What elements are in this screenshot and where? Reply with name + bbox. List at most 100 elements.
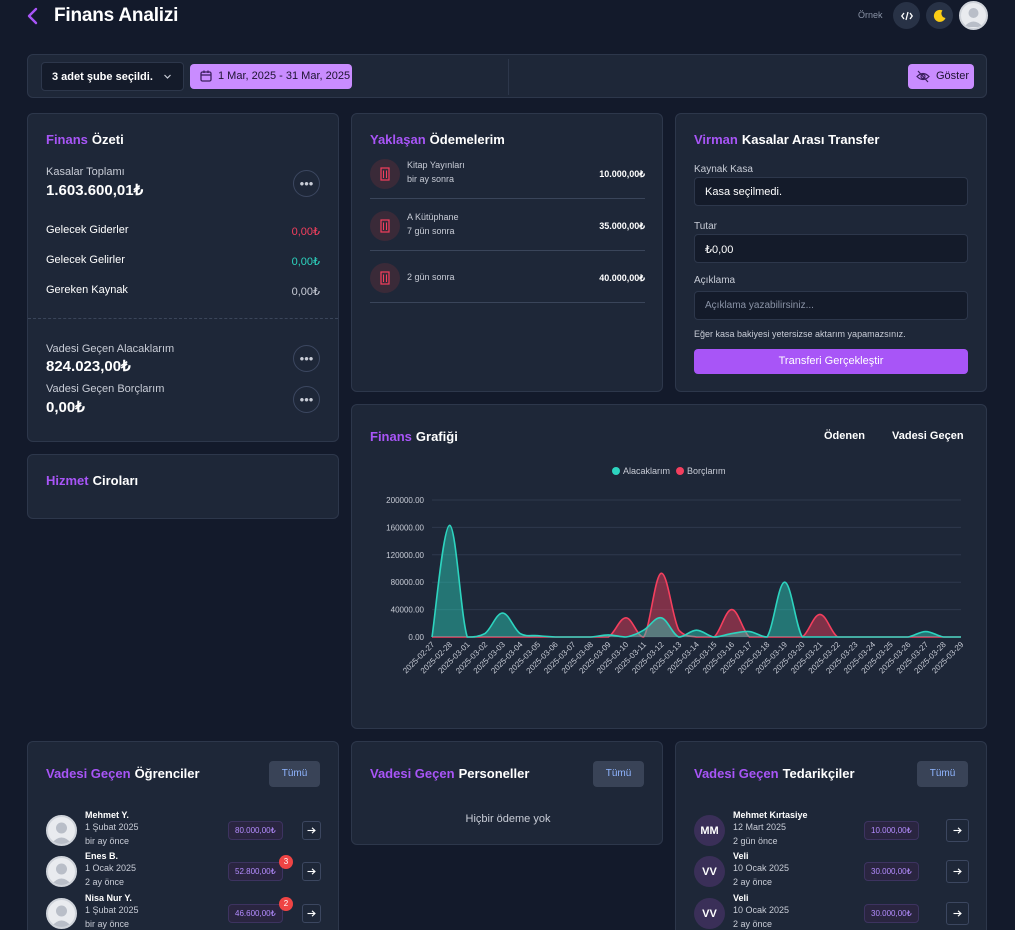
list-item: Mehmet Y. 1 Şubat 2025 bir ay önce 80.00… [46,810,321,852]
arrow-right-icon [953,868,962,875]
go-button[interactable] [302,904,321,923]
future-income-value: 0,00₺ [291,256,320,268]
finance-chart-card: Finans Grafiği Ödenen Vadesi Geçen 0.00 40… [351,404,987,729]
source-cash-select[interactable]: Kasa seçilmedi. [694,177,968,206]
description-textarea[interactable]: Açıklama yazabilirsiniz... [694,291,968,320]
list-item: VV Veli 10 Ocak 2025 2 ay önce 30.000,00… [694,893,969,930]
overdue-debts-label: Vadesi Geçen Borçlarım [46,383,165,395]
view-all-button[interactable]: Tümü [917,761,968,787]
title-highlight: Vadesi Geçen [46,766,131,781]
service-revenue-card: Hizmet Ciroları [27,454,339,519]
amount-badge: 46.600,00₺ [228,904,283,923]
title-highlight: Finans [370,429,412,444]
title-text: Ciroları [92,473,139,488]
future-expenses-value: 0,00₺ [291,226,320,238]
payment-row[interactable]: A Kütüphane 7 gün sonra 35.000,00₺ [370,199,645,251]
title-text: Öğrenciler [134,766,200,781]
card-title: Vadesi Geçen Tedarikçiler [694,766,855,781]
card-title: Yaklaşan Ödemelerim [370,132,505,147]
go-button[interactable] [302,821,321,840]
legend-label: Alacaklarım [623,466,670,476]
title-highlight: Yaklaşan [370,132,426,147]
more-options-button[interactable]: ••• [293,345,320,372]
chevron-down-icon [164,74,171,79]
arrow-right-icon [307,868,316,875]
amount-badge: 10.000,00₺ [864,821,919,840]
card-title: Finans Grafiği [370,429,458,444]
upcoming-payments-card: Yaklaşan Ödemelerim Kitap Yayınları bir a… [351,113,663,392]
show-button[interactable]: Göster [908,64,974,89]
payment-name: A Kütüphane [407,212,459,222]
required-resource-value: 0,00₺ [291,286,320,298]
payment-row[interactable]: Kitap Yayınları bir ay sonra 10.000,00₺ [370,147,645,199]
finance-summary-card: Finans Özeti Kasalar Toplamı 1.603.600,01… [27,113,339,442]
overdue-debts-value: 0,00₺ [46,399,85,416]
more-icon: ••• [299,351,314,366]
title-text: Grafiği [415,429,458,444]
x-axis: 2025-02-272025-02-282025-03-012025-03-02… [401,640,966,676]
title-text: Tedarikçiler [782,766,855,781]
date-range-button[interactable]: 1 Mar, 2025 - 31 Mar, 2025 [190,64,352,89]
tab-paid[interactable]: Ödenen [824,430,865,442]
due-date: 1 Ocak 2025 [85,863,137,873]
title-highlight: Finans [46,132,88,147]
example-label[interactable]: Örnek [858,10,883,20]
cash-total-value: 1.603.600,01₺ [46,182,144,199]
go-button[interactable] [946,860,969,883]
divider [28,318,338,319]
y-tick-label: 200000.00 [386,496,424,505]
avatar [46,898,77,929]
tab-overdue[interactable]: Vadesi Geçen [892,430,964,442]
back-arrow-icon[interactable] [24,6,42,26]
more-options-button[interactable]: ••• [293,170,320,197]
eye-off-icon [916,70,930,83]
go-button[interactable] [946,819,969,842]
payment-row[interactable]: 2 gün sonra 40.000,00₺ [370,251,645,303]
date-range-label: 1 Mar, 2025 - 31 Mar, 2025 [218,70,351,82]
amount-badge: 30.000,00₺ [864,862,919,881]
title-text: Ödemelerim [429,132,505,147]
title-highlight: Vadesi Geçen [370,766,455,781]
supplier-name: Mehmet Kırtasiye [733,810,808,820]
view-all-button[interactable]: Tümü [593,761,644,787]
source-cash-label: Kaynak Kasa [694,164,753,175]
list-item: VV Veli 10 Ocak 2025 2 ay önce 30.000,00… [694,851,969,893]
list-item: MM Mehmet Kırtasiye 12 Mart 2025 2 gün ö… [694,810,969,852]
cash-total-label: Kasalar Toplamı [46,166,125,178]
user-icon [964,8,983,27]
show-button-label: Göster [936,70,970,82]
card-title: Vadesi Geçen Personeller [370,766,529,781]
arrow-right-icon [953,827,962,834]
payment-when: 2 gün sonra [407,272,455,282]
y-tick-label: 80000.00 [391,578,425,587]
branch-select[interactable]: 3 adet şube seçildi. [41,62,184,91]
theme-toggle-button[interactable] [926,2,953,29]
amount-input[interactable]: ₺0,00 [694,234,968,263]
legend-label: Borçlarım [687,466,726,476]
avatar: MM [694,815,725,846]
chart-grid [432,499,961,638]
y-tick-label: 0.00 [408,633,424,642]
go-button[interactable] [946,902,969,925]
payment-name: Kitap Yayınları [407,160,465,170]
code-button[interactable] [893,2,920,29]
amount-badge: 52.800,00₺ [228,862,283,881]
payment-when: 7 gün sonra [407,226,455,236]
finance-area-chart: 0.00 40000.00 80000.00 120000.00 160000.00 20… [386,466,966,676]
more-options-button[interactable]: ••• [293,386,320,413]
card-title: Hizmet Ciroları [46,473,138,488]
y-tick-label: 40000.00 [391,606,425,615]
amount-badge: 30.000,00₺ [864,904,919,923]
user-icon [51,905,72,927]
transfer-button[interactable]: Transferi Gerçekleştir [694,349,968,374]
user-avatar[interactable] [959,1,988,30]
list-item: Nisa Nur Y. 1 Şubat 2025 bir ay önce 46.… [46,893,321,930]
series-line [431,524,961,638]
title-text: Özeti [91,132,124,147]
relative-time: 2 ay önce [733,877,773,887]
go-button[interactable] [302,862,321,881]
card-title: Virman Kasalar Arası Transfer [694,132,879,147]
chart-legend: Alacaklarım Borçlarım [612,466,726,476]
y-tick-label: 120000.00 [386,551,424,560]
view-all-button[interactable]: Tümü [269,761,320,787]
